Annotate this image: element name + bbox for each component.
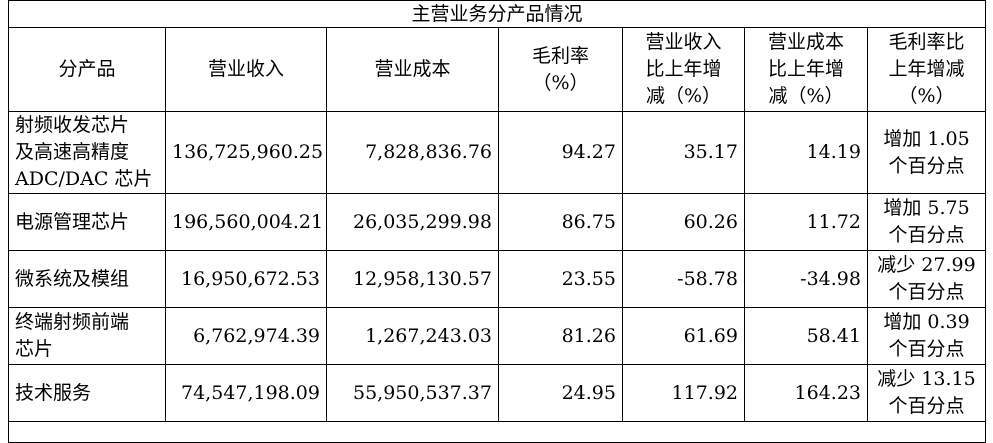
revenue-cell: 196,560,004.21	[165, 193, 327, 251]
revenue-change-cell: 61.69	[622, 307, 745, 365]
margin-change-cell: 减少 13.15 个百分点	[866, 364, 987, 422]
cost-cell: 12,958,130.57	[326, 250, 499, 308]
cost-change-cell: -34.98	[744, 250, 868, 308]
revenue-cell: 136,725,960.25	[165, 111, 327, 194]
cost-change-cell: 11.72	[744, 193, 868, 251]
product-revenue-table: 主营业务分产品情况 分产品 营业收入 营业成本 毛利率 （%） 营业收入 比上年…	[7, 0, 987, 443]
table-row: 终端射频前端 芯片 6,762,974.39 1,267,243.03 81.2…	[8, 307, 987, 365]
product-name: 技术服务	[8, 364, 166, 422]
table-title: 主营业务分产品情况	[7, 0, 987, 28]
margin-cell: 94.27	[498, 111, 623, 194]
margin-cell: 23.55	[498, 250, 623, 308]
product-name: 微系统及模组	[8, 250, 166, 308]
revenue-cell: 74,547,198.09	[165, 364, 327, 422]
revenue-change-cell: -58.78	[622, 250, 745, 308]
margin-change-cell: 减少 27.99 个百分点	[866, 250, 987, 308]
header-revenue-change: 营业收入 比上年增 减（%）	[622, 27, 745, 112]
revenue-change-cell: 117.92	[622, 364, 745, 422]
header-product: 分产品	[8, 27, 166, 112]
table-row: 电源管理芯片 196,560,004.21 26,035,299.98 86.7…	[8, 193, 987, 251]
cost-change-cell: 58.41	[744, 307, 868, 365]
product-name: 电源管理芯片	[8, 193, 166, 251]
cost-change-cell: 14.19	[744, 111, 868, 194]
header-cost: 营业成本	[326, 27, 499, 112]
revenue-cell: 16,950,672.53	[165, 250, 327, 308]
header-margin-change: 毛利率比 上年增减 （%）	[866, 27, 987, 112]
cost-cell: 1,267,243.03	[326, 307, 499, 365]
margin-cell: 24.95	[498, 364, 623, 422]
cut-off-row	[7, 421, 987, 443]
table-title-row: 主营业务分产品情况	[7, 0, 987, 28]
revenue-change-cell: 60.26	[622, 193, 745, 251]
margin-change-cell: 增加 5.75 个百分点	[866, 193, 987, 251]
header-row: 分产品 营业收入 营业成本 毛利率 （%） 营业收入 比上年增 减（%） 营业成…	[8, 27, 987, 112]
header-revenue: 营业收入	[165, 27, 327, 112]
cost-cell: 55,950,537.37	[326, 364, 499, 422]
margin-change-cell: 增加 0.39 个百分点	[866, 307, 987, 365]
cost-cell: 26,035,299.98	[326, 193, 499, 251]
revenue-cell: 6,762,974.39	[165, 307, 327, 365]
cost-cell: 7,828,836.76	[326, 111, 499, 194]
table-row: 微系统及模组 16,950,672.53 12,958,130.57 23.55…	[8, 250, 987, 308]
cut-off-cell	[7, 421, 987, 443]
margin-cell: 86.75	[498, 193, 623, 251]
cost-change-cell: 164.23	[744, 364, 868, 422]
revenue-change-cell: 35.17	[622, 111, 745, 194]
product-name: 射频收发芯片 及高速高精度 ADC/DAC 芯片	[8, 111, 166, 194]
header-cost-change: 营业成本 比上年增 减（%）	[744, 27, 868, 112]
header-margin: 毛利率 （%）	[498, 27, 623, 112]
margin-change-cell: 增加 1.05 个百分点	[866, 111, 987, 194]
margin-cell: 81.26	[498, 307, 623, 365]
product-name: 终端射频前端 芯片	[8, 307, 166, 365]
table-row: 射频收发芯片 及高速高精度 ADC/DAC 芯片 136,725,960.25 …	[8, 111, 987, 194]
table-row: 技术服务 74,547,198.09 55,950,537.37 24.95 1…	[8, 364, 987, 422]
